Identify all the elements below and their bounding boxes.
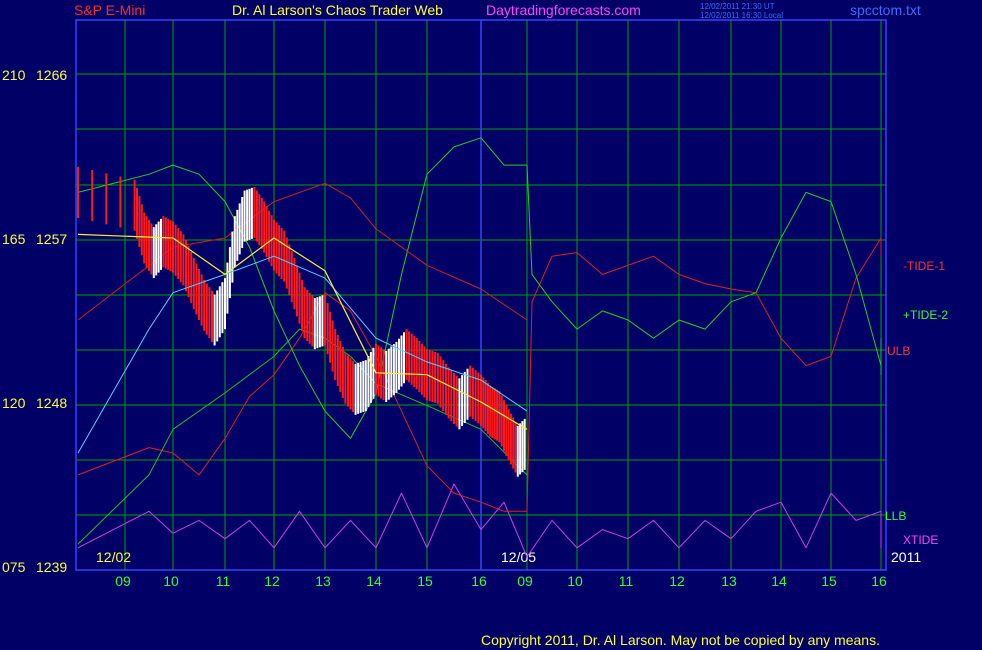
series-label: XTIDE xyxy=(903,533,938,547)
llb-line xyxy=(77,328,528,545)
tide1-line xyxy=(77,237,882,512)
series-label: -TIDE-1 xyxy=(903,259,945,273)
x-tick-hour: 14 xyxy=(771,573,787,589)
x-tick-hour: 12 xyxy=(669,573,685,589)
x-tick-hour: 10 xyxy=(567,573,583,589)
x-tick-hour: 15 xyxy=(417,573,433,589)
x-tick-hour: 15 xyxy=(821,573,837,589)
y-tick-right: 1248 xyxy=(36,395,67,411)
y-tick-left: 075 xyxy=(2,559,26,575)
x-tick-hour: 16 xyxy=(471,573,487,589)
site-title: Dr. Al Larson's Chaos Trader Web xyxy=(232,2,443,18)
y-tick-right: 1257 xyxy=(36,231,67,247)
instrument-title: S&P E-Mini xyxy=(74,2,146,18)
x-tick-hour: 09 xyxy=(517,573,533,589)
copyright-footer: Copyright 2011, Dr. Al Larson. May not b… xyxy=(481,632,880,648)
x-tick-hour: 13 xyxy=(721,573,737,589)
data-file-name: spcctom.txt xyxy=(850,2,921,18)
x-tick-hour: 10 xyxy=(163,573,179,589)
timestamp-local: 12/02/2011 16:30 Local xyxy=(700,11,784,20)
series-label: +TIDE-2 xyxy=(903,308,948,322)
y-tick-left: 165 xyxy=(2,231,26,247)
x-tick-hour: 11 xyxy=(619,573,634,589)
y-tick-left: 120 xyxy=(2,395,26,411)
y-tick-left: 210 xyxy=(2,67,26,83)
timestamp-ut: 12/02/2011 21:30 UT xyxy=(700,2,775,11)
y-tick-right: 1239 xyxy=(36,559,67,575)
ma-fast-line xyxy=(77,233,528,430)
tide2-line xyxy=(77,137,882,439)
series-label: ULB xyxy=(887,344,910,358)
x-tick-hour: 12 xyxy=(264,573,280,589)
site-url[interactable]: Daytradingforecasts.com xyxy=(486,2,641,18)
y-tick-right: 1266 xyxy=(36,67,67,83)
ma-slow-line xyxy=(77,255,528,454)
date-label-day1: 12/02 xyxy=(96,549,131,565)
year-label: 2011 xyxy=(891,549,921,565)
x-tick-hour: 16 xyxy=(871,573,887,589)
x-tick-hour: 09 xyxy=(115,573,131,589)
x-tick-hour: 14 xyxy=(366,573,382,589)
x-tick-hour: 13 xyxy=(315,573,331,589)
ulb-line xyxy=(77,182,528,321)
xtide-line xyxy=(77,483,882,558)
date-label-day2: 12/05 xyxy=(501,549,536,565)
series-label: LLB xyxy=(885,509,906,523)
x-tick-hour: 11 xyxy=(216,573,231,589)
